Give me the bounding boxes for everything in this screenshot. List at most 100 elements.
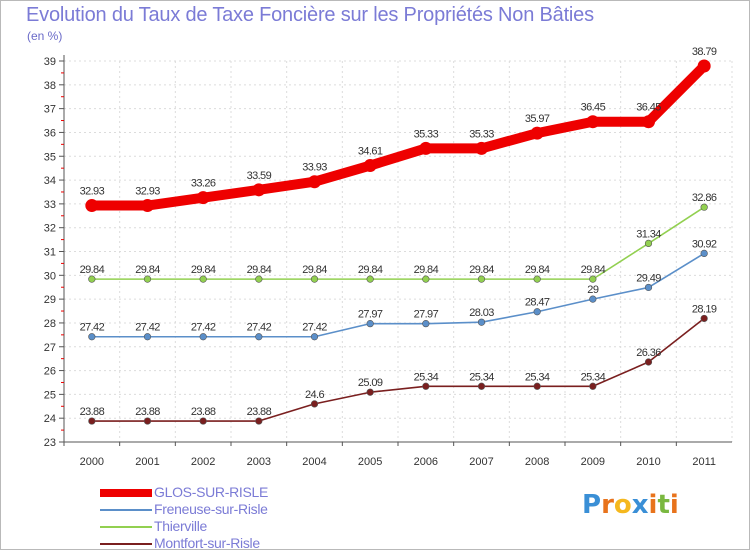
data-label: 27.42 — [191, 322, 216, 334]
data-label: 32.93 — [80, 186, 105, 198]
proxiti-logo: Proxiti — [582, 490, 679, 520]
data-point — [310, 400, 319, 408]
data-point — [477, 382, 486, 390]
x-tick-label: 2007 — [469, 456, 493, 468]
data-point — [310, 333, 319, 341]
x-tick-label: 2002 — [191, 456, 215, 468]
data-label: 36.45 — [636, 102, 661, 114]
data-label: 29.84 — [302, 264, 327, 276]
data-point — [85, 199, 99, 213]
data-point — [589, 382, 597, 390]
data-label: 29 — [587, 284, 599, 296]
data-point — [700, 314, 708, 323]
legend-swatch — [100, 543, 152, 545]
grid — [64, 60, 733, 443]
legend-label: Montfort-sur-Risle — [154, 535, 260, 551]
chart-title: Evolution du Taux de Taxe Foncière sur l… — [26, 4, 594, 26]
y-tick-label: 34 — [44, 175, 56, 187]
data-point — [255, 333, 263, 341]
data-point — [642, 115, 655, 129]
data-point — [141, 199, 154, 213]
data-point — [533, 382, 541, 390]
data-label: 23.88 — [191, 406, 216, 418]
x-tick-label: 2006 — [414, 456, 438, 468]
data-label: 23.88 — [247, 406, 272, 418]
data-point — [88, 333, 96, 341]
data-label: 29.84 — [80, 264, 105, 276]
data-label: 29.84 — [469, 264, 494, 276]
series-glos-sur-risle: 32.93 32.93 33.26 33.59 33.93 34.61 35.33 35.33… — [80, 46, 718, 213]
legend-label: Thierville — [154, 518, 208, 534]
data-point — [475, 141, 488, 155]
logo-letter: o — [613, 490, 632, 520]
data-label: 36.45 — [581, 102, 606, 114]
data-label: 35.33 — [414, 128, 439, 140]
data-label: 28.19 — [692, 303, 717, 315]
x-tick-label: 2003 — [247, 456, 271, 468]
logo-letter: P — [582, 490, 602, 520]
data-point — [366, 275, 374, 283]
data-point — [533, 275, 541, 283]
data-point — [366, 320, 374, 328]
series-line — [91, 206, 705, 280]
logo-letter: x — [631, 490, 649, 520]
x-tick-label: 2011 — [692, 456, 716, 468]
y-tick-label: 27 — [44, 342, 56, 354]
data-point — [419, 141, 433, 155]
y-tick-label: 24 — [44, 413, 56, 425]
series-line — [91, 252, 705, 338]
legend-swatch — [100, 526, 152, 528]
data-point — [363, 159, 377, 173]
y-tick-label: 25 — [44, 389, 56, 401]
data-point — [644, 283, 653, 292]
data-point — [88, 417, 96, 425]
unit-label: (en %) — [27, 29, 63, 43]
data-point — [422, 382, 430, 390]
data-point — [589, 275, 597, 283]
logo-letter: t — [657, 490, 670, 520]
data-point — [310, 275, 319, 283]
x-tick-label: 2008 — [525, 456, 549, 468]
data-label: 35.33 — [469, 128, 494, 140]
data-label: 29.49 — [636, 272, 661, 284]
data-point — [143, 275, 152, 283]
y-tick-label: 29 — [44, 294, 56, 306]
data-label: 29.84 — [581, 264, 606, 276]
series-freneuse-sur-risle: 27.42 27.42 27.42 27.42 27.42 27.97 27.97 28.03… — [80, 238, 718, 341]
data-point — [88, 275, 96, 283]
data-label: 29.84 — [135, 264, 160, 276]
series-line — [91, 317, 705, 422]
data-label: 25.34 — [469, 371, 494, 383]
data-point — [366, 388, 374, 396]
data-point — [199, 417, 207, 425]
data-point — [644, 239, 653, 248]
legend-label: Freneuse-sur-Risle — [154, 501, 268, 517]
x-tick-label: 2001 — [135, 456, 159, 468]
data-label: 25.34 — [414, 371, 439, 383]
y-tick-label: 31 — [44, 247, 56, 259]
data-label: 25.34 — [581, 371, 606, 383]
data-point — [533, 308, 541, 316]
y-tick-label: 39 — [44, 56, 56, 68]
axes: 23 24 25 26 27 28 29 30 31 32 33 34 35 36 37 38 39 2000 20… — [44, 55, 732, 468]
series-montfort-sur-risle: 23.88 23.88 23.88 23.88 24.6 25.09 25.34 25.34 2… — [80, 303, 718, 425]
data-label: 35.97 — [525, 113, 550, 125]
y-tick-label: 28 — [44, 318, 56, 330]
logo-letter: i — [648, 490, 658, 520]
data-label: 30.92 — [692, 238, 717, 250]
y-tick-label: 23 — [44, 437, 56, 449]
data-point — [477, 275, 486, 283]
legend-swatch — [100, 489, 152, 497]
data-point — [422, 320, 430, 328]
y-tick-label: 26 — [44, 366, 56, 378]
data-label: 32.93 — [135, 186, 160, 198]
data-point — [252, 183, 266, 197]
series-line — [86, 61, 710, 211]
data-label: 25.34 — [525, 371, 550, 383]
y-tick-label: 38 — [44, 80, 56, 92]
x-tick-label: 2004 — [302, 456, 326, 468]
x-tick-label: 2005 — [358, 456, 382, 468]
data-label: 28.47 — [525, 297, 550, 309]
data-label: 27.42 — [247, 322, 272, 334]
data-point — [199, 333, 207, 341]
